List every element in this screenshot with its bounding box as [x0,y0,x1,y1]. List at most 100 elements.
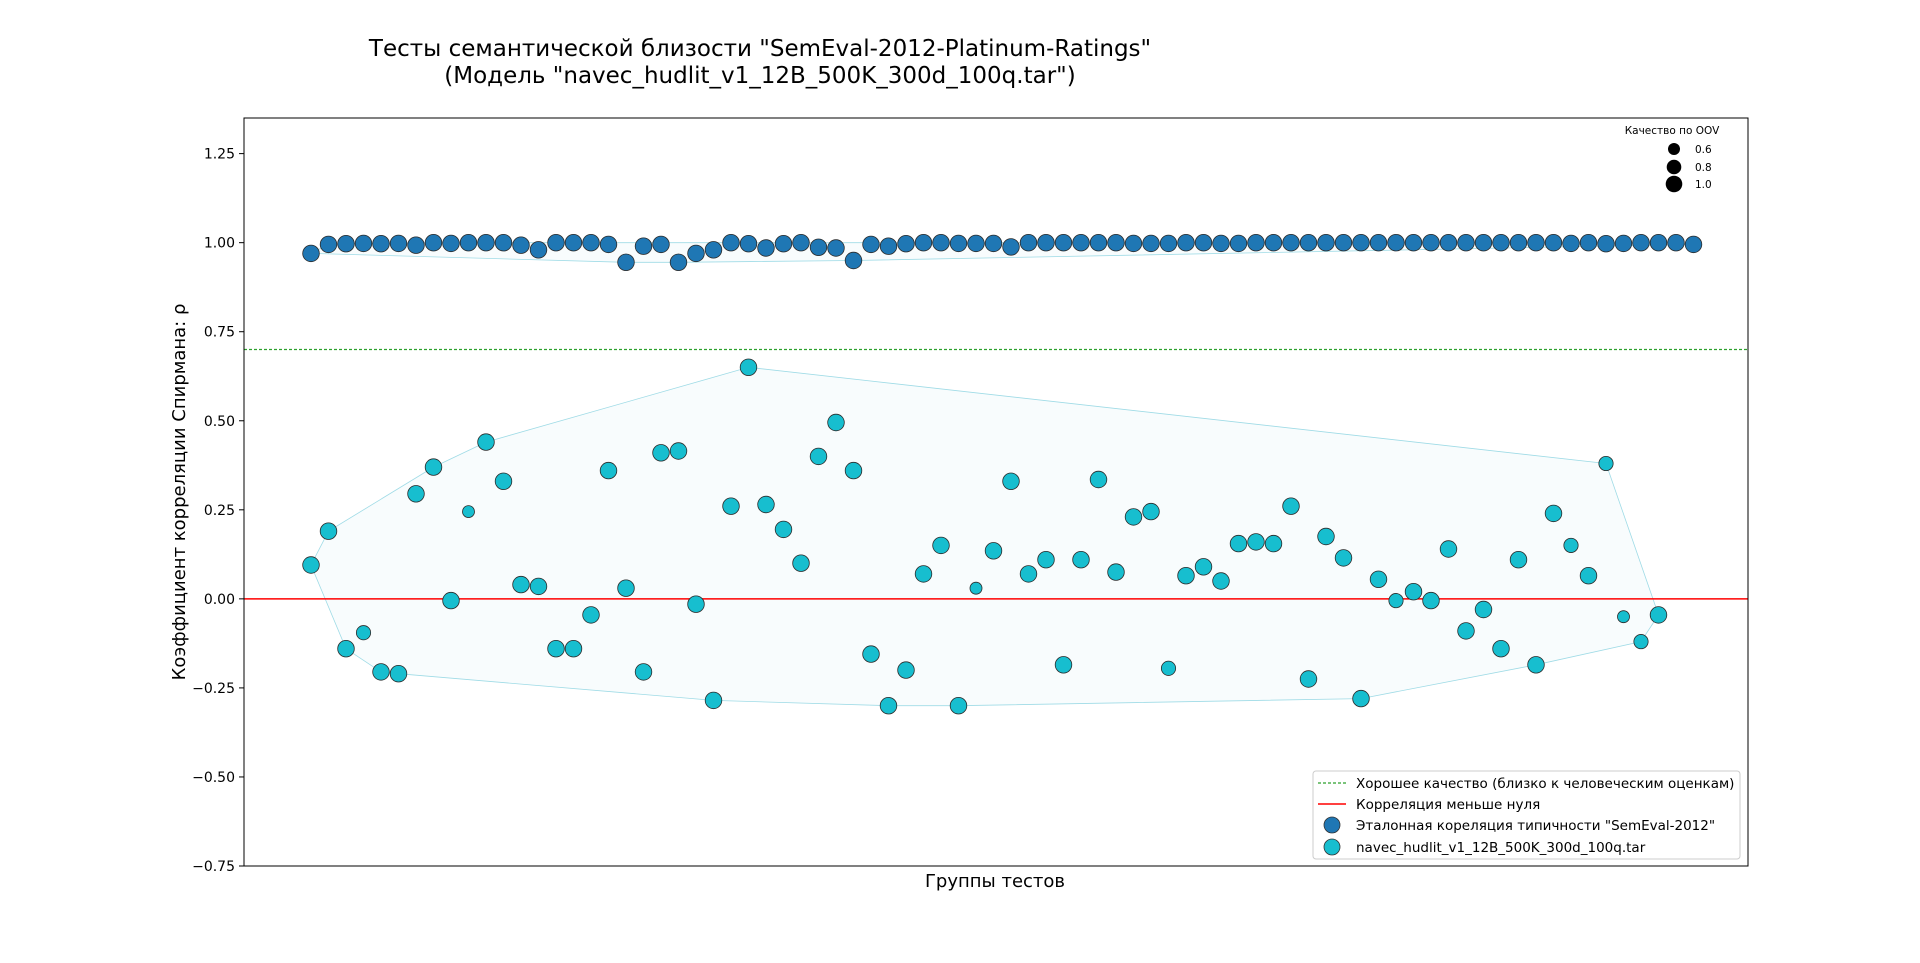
model-point [302,556,320,574]
model-point [914,565,933,583]
model-point [389,665,408,683]
reference-point [1544,233,1563,252]
model-point [1160,660,1177,676]
legend-marker-reference [1323,816,1341,834]
reference-point [1282,233,1300,252]
reference-point [1229,234,1248,253]
size-legend-marker-0 [1668,143,1680,155]
model-point [424,458,443,476]
reference-point [774,234,793,253]
model-point [319,522,338,540]
reference-point [529,241,548,259]
model-point [897,661,915,679]
reference-point [599,235,618,254]
reference-point [1212,234,1230,253]
model-point [739,358,758,377]
y-tick-label: 0.00 [204,592,235,608]
model-point [1544,504,1563,523]
model-point [1474,600,1493,619]
model-point [1492,640,1510,658]
reference-point [1037,233,1055,252]
model-point [1369,570,1388,589]
reference-point [844,251,863,270]
model-point [355,625,372,641]
reference-point [1159,234,1178,253]
model-point [337,640,355,658]
reference-point [1352,233,1370,252]
y-axis-ticks: −0.75 −0.50 −0.25 0.00 0.25 0.50 0.75 1.00 1.25 [192,147,244,875]
reference-point [739,234,758,253]
model-point [1019,565,1038,583]
reference-point [932,233,950,252]
reference-point [389,234,408,253]
y-tick-label: −0.50 [192,770,235,786]
y-tick-label: 0.50 [204,414,235,430]
reference-point [1387,233,1405,252]
model-point [477,433,495,451]
legend-label-model: navec_hudlit_v1_12B_500K_300d_100q.tar [1356,840,1646,856]
model-point [984,542,1003,560]
points-layer [302,233,1703,715]
reference-point [319,235,338,254]
model-point [407,485,425,503]
reference-point [967,234,985,253]
reference-point [809,238,828,257]
reference-point [617,253,635,271]
size-legend-marker-2 [1665,175,1683,193]
reference-point [1177,233,1195,252]
model-point [1563,537,1579,553]
model-point [722,497,740,515]
size-legend-title: Качество по OOV [1625,125,1720,137]
reference-point [1632,233,1650,252]
y-tick-label: 1.00 [204,236,235,252]
reference-point [1019,233,1038,252]
reference-point [302,244,320,263]
reference-point [372,234,390,253]
reference-point [1264,233,1283,252]
reference-point [1579,233,1598,252]
model-point [1509,551,1528,569]
model-point [1212,572,1230,590]
y-tick-label: 0.25 [204,503,235,519]
reference-point [1142,234,1160,253]
reference-point [669,253,688,271]
model-point [1124,508,1143,526]
model-point [1388,593,1404,609]
reference-point [897,234,915,253]
model-point [1334,549,1353,567]
reference-point [1054,233,1073,252]
model-point [372,663,390,681]
model-point [862,645,880,663]
reference-point [914,233,933,252]
reference-point [1667,233,1685,252]
reference-point [1107,233,1125,252]
model-point [792,554,810,572]
model-point [442,591,460,610]
reference-point [757,239,775,257]
legend-label-reference: Эталонная кореляция типичности "SemEval-… [1356,818,1715,834]
legend-label-threshold: Хорошее качество (близко к человеческим … [1356,776,1734,792]
reference-point [1247,233,1265,252]
model-point [494,472,513,491]
reference-point [547,233,565,252]
reference-point [879,237,898,255]
reference-point [1597,234,1615,253]
series-hull-1 [310,366,1659,707]
x-axis-label: Группы тестов [925,871,1065,892]
reference-point [984,234,1003,253]
reference-point [337,234,355,253]
reference-point [1474,233,1493,252]
model-point [969,581,983,595]
model-point [932,536,950,555]
model-point [1247,533,1265,551]
model-point [582,606,600,624]
size-legend-label-0: 0.6 [1695,144,1712,156]
model-point [1422,591,1440,610]
reference-point [459,233,478,252]
reference-point [1562,234,1580,253]
reference-point [634,237,653,255]
size-legend-marker-1 [1666,159,1682,175]
model-point [547,640,565,658]
reference-point [1649,233,1668,252]
